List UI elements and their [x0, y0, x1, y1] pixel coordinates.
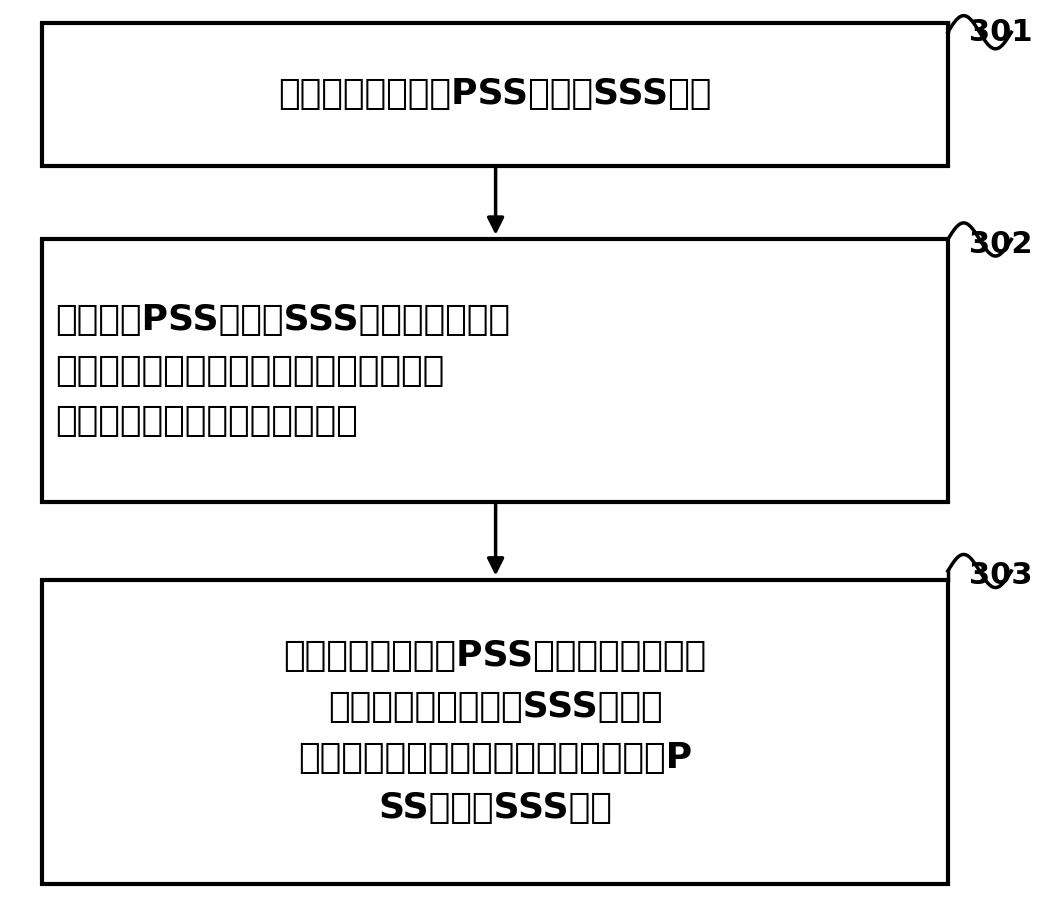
Text: ，获取干扰消除后的总接收信号: ，获取干扰消除后的总接收信号: [55, 404, 358, 438]
Text: 后的总接收信号进行SSS检测，: 后的总接收信号进行SSS检测，: [328, 690, 662, 724]
Text: 或者，对干扰消除后的总接收信号进行P: 或者，对干扰消除后的总接收信号进行P: [298, 740, 693, 775]
Text: 根据上述PSS检测和SSS检测的结果，消: 根据上述PSS检测和SSS检测的结果，消: [55, 303, 510, 337]
Text: 对总接收信号进行PSS检测并对干扰消除: 对总接收信号进行PSS检测并对干扰消除: [284, 639, 706, 673]
Text: 对总接收信号进行PSS检测和SSS检测: 对总接收信号进行PSS检测和SSS检测: [279, 77, 712, 111]
Text: SS检测和SSS检测: SS检测和SSS检测: [378, 791, 612, 825]
FancyBboxPatch shape: [42, 23, 948, 166]
FancyBboxPatch shape: [42, 580, 948, 884]
FancyBboxPatch shape: [42, 239, 948, 502]
Text: 302: 302: [969, 229, 1033, 259]
Text: 303: 303: [969, 561, 1033, 590]
Text: 除总接收信号中的待消除小区对应的信号: 除总接收信号中的待消除小区对应的信号: [55, 354, 445, 388]
Text: 301: 301: [969, 17, 1033, 47]
